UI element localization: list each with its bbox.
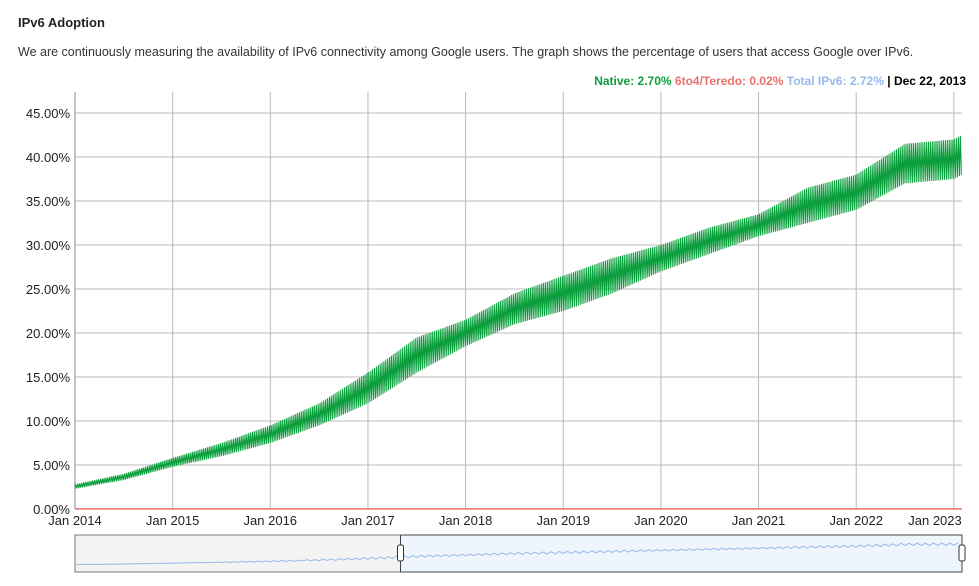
native-series-line — [74, 135, 962, 489]
x-tick-label: Jan 2019 — [537, 513, 591, 528]
y-tick-label: 35.00% — [26, 194, 71, 209]
x-tick-label: Jan 2016 — [244, 513, 298, 528]
range-mini-line — [74, 542, 959, 566]
x-tick-label: Jan 2015 — [146, 513, 200, 528]
y-tick-label: 10.00% — [26, 414, 71, 429]
range-handle-right[interactable] — [958, 544, 966, 562]
legend-total: Total IPv6: 2.72% — [786, 74, 884, 88]
x-tick-label: Jan 2021 — [732, 513, 786, 528]
y-tick-label: 20.00% — [26, 326, 71, 341]
y-tick-label: 45.00% — [26, 106, 71, 121]
x-tick-label: Jan 2023 — [908, 513, 962, 528]
legend-teredo: 6to4/Teredo: 0.02% — [674, 74, 784, 88]
x-tick-label: Jan 2022 — [829, 513, 883, 528]
y-tick-label: 30.00% — [26, 238, 71, 253]
legend-separator: | — [883, 74, 894, 88]
description: We are continuously measuring the availa… — [18, 45, 914, 59]
legend: Native: 2.70% 6to4/Teredo: 0.02% Total I… — [594, 74, 966, 88]
range-selected — [400, 534, 963, 573]
x-tick-label: Jan 2014 — [48, 513, 102, 528]
range-handle-left[interactable] — [397, 544, 405, 562]
legend-date: Dec 22, 2013 — [893, 74, 966, 88]
range-unselected — [74, 534, 402, 573]
y-tick-label: 0.00% — [33, 502, 70, 517]
y-tick-label: 5.00% — [33, 458, 70, 473]
page-title: IPv6 Adoption — [18, 15, 105, 30]
y-tick-label: 25.00% — [26, 282, 71, 297]
y-tick-label: 40.00% — [26, 150, 71, 165]
y-tick-label: 15.00% — [26, 370, 71, 385]
x-tick-label: Jan 2018 — [439, 513, 493, 528]
x-tick-label: Jan 2017 — [341, 513, 395, 528]
x-tick-label: Jan 2020 — [634, 513, 688, 528]
legend-native: Native: 2.70% — [594, 74, 672, 88]
